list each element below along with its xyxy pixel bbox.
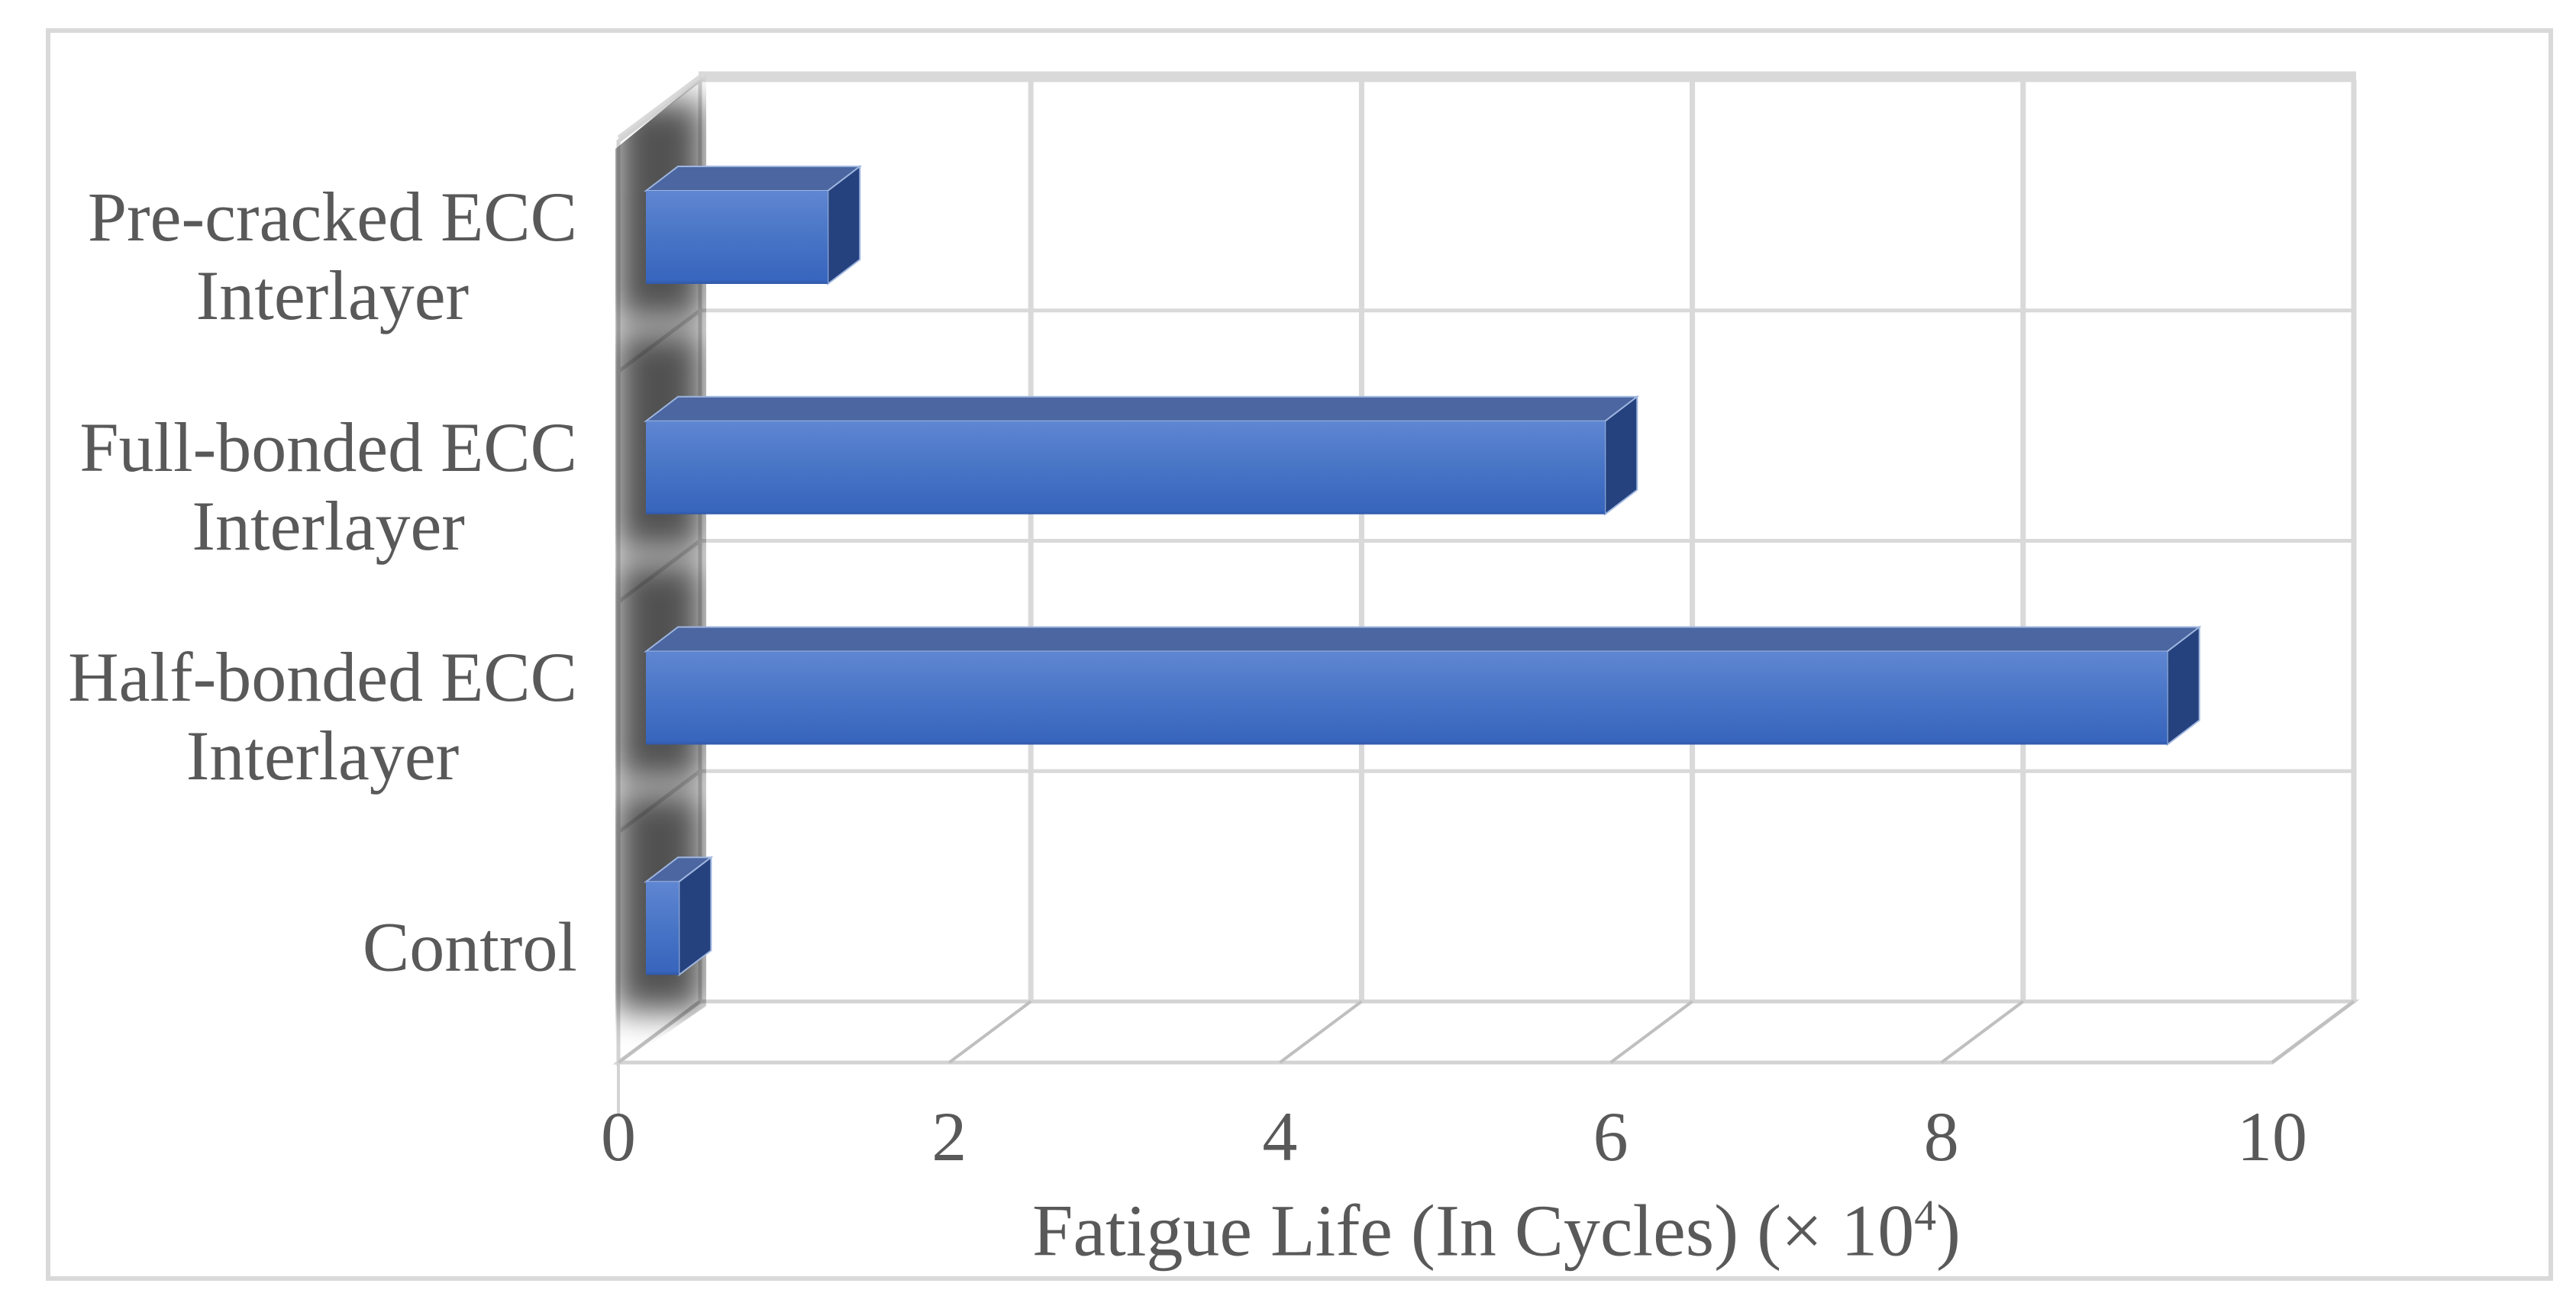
bar-front-face: [646, 191, 828, 284]
bar-top-face: [644, 166, 863, 192]
bar-front-face: [646, 651, 2168, 745]
axis-tick-mark: [1279, 1000, 1363, 1064]
bar-control: [644, 856, 714, 977]
bar-top-face: [644, 626, 2202, 653]
bar-front-face: [646, 421, 1606, 514]
bar-full-bonded-ecc-interlayer: [644, 395, 1640, 516]
bars: [644, 164, 2202, 977]
axis-tick-mark: [948, 1000, 1032, 1064]
axis-tick-mark: [1940, 1000, 2024, 1064]
floor: [612, 999, 2360, 1065]
bar-pre-cracked-ecc-interlayer: [644, 164, 863, 286]
bar-top-face: [644, 395, 1640, 422]
axis-tick-mark: [2271, 1000, 2355, 1064]
bar-half-bonded-ecc-interlayer: [644, 625, 2202, 747]
bar-front-face: [646, 882, 680, 975]
axis-tick-mark: [617, 1000, 702, 1064]
axis-tick-mark: [1609, 1000, 1693, 1064]
wall-top-slant: [617, 74, 702, 140]
